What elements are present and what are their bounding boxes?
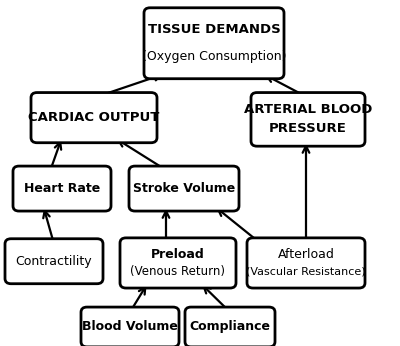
- FancyBboxPatch shape: [31, 92, 157, 143]
- Text: (Venous Return): (Venous Return): [130, 265, 226, 278]
- Text: Compliance: Compliance: [190, 320, 270, 334]
- Text: Stroke Volume: Stroke Volume: [133, 182, 235, 195]
- Text: TISSUE DEMANDS: TISSUE DEMANDS: [148, 24, 280, 36]
- Text: (Vascular Resistance): (Vascular Resistance): [246, 267, 366, 277]
- FancyBboxPatch shape: [81, 307, 179, 346]
- FancyBboxPatch shape: [129, 166, 239, 211]
- Text: Afterload: Afterload: [278, 248, 334, 261]
- FancyBboxPatch shape: [5, 239, 103, 284]
- Text: ARTERIAL BLOOD: ARTERIAL BLOOD: [244, 103, 372, 116]
- Text: Preload: Preload: [151, 248, 205, 261]
- FancyBboxPatch shape: [251, 92, 365, 146]
- Text: PRESSURE: PRESSURE: [269, 122, 347, 135]
- FancyBboxPatch shape: [144, 8, 284, 79]
- FancyBboxPatch shape: [247, 238, 365, 288]
- Text: CARDIAC OUTPUT: CARDIAC OUTPUT: [28, 111, 160, 124]
- Text: Heart Rate: Heart Rate: [24, 182, 100, 195]
- Text: Blood Volume: Blood Volume: [82, 320, 178, 334]
- Text: Contractility: Contractility: [16, 255, 92, 268]
- FancyBboxPatch shape: [185, 307, 275, 346]
- FancyBboxPatch shape: [13, 166, 111, 211]
- FancyBboxPatch shape: [120, 238, 236, 288]
- Text: (Oxygen Consumption): (Oxygen Consumption): [142, 50, 286, 63]
